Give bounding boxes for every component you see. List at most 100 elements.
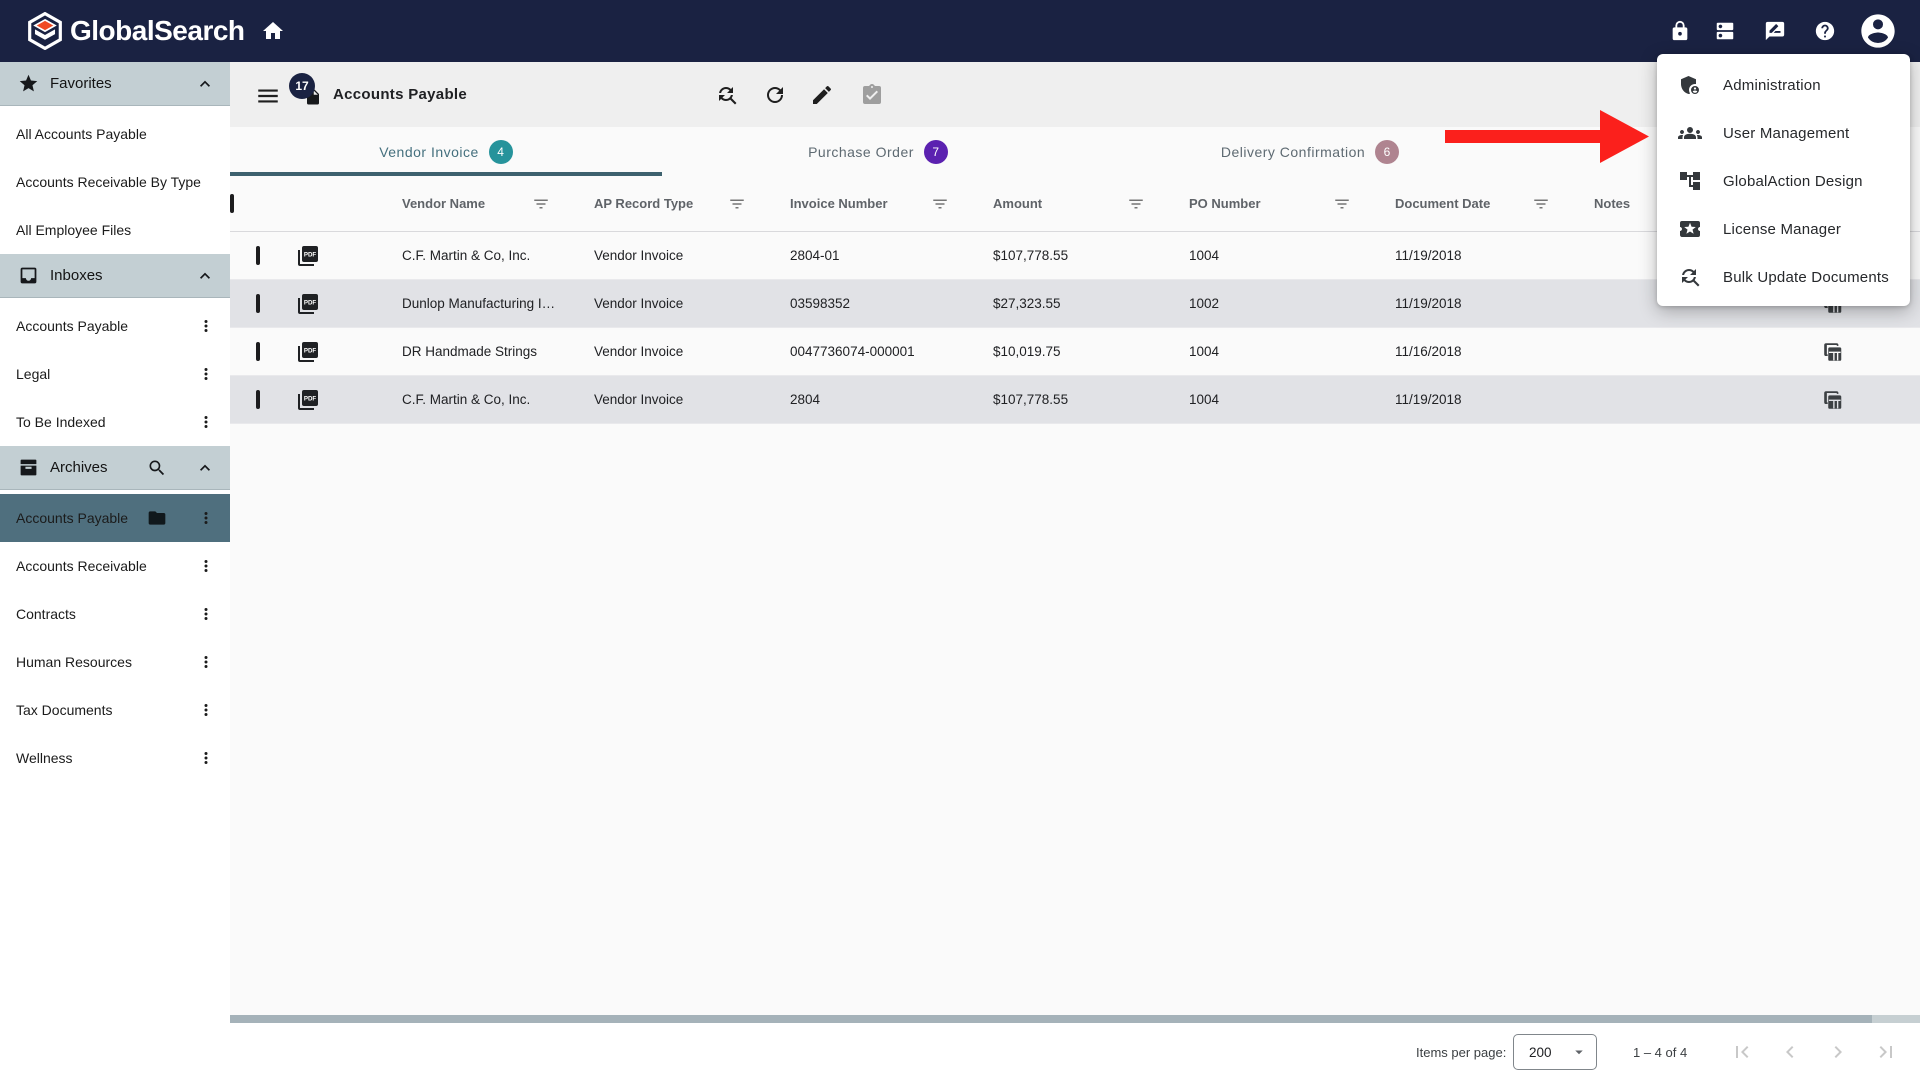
first-page-icon[interactable] <box>1730 1040 1754 1064</box>
sidebar-item-accounts-payable[interactable]: Accounts Payable <box>0 302 230 350</box>
menu-item-bulk-update-documents[interactable]: Bulk Update Documents <box>1657 253 1910 301</box>
filter-icon[interactable] <box>1127 195 1145 213</box>
row-checkbox-cell <box>230 390 286 409</box>
sidebar-section-label: Favorites <box>50 75 112 92</box>
search-icon[interactable] <box>147 458 167 478</box>
sidebar-item-tax-documents[interactable]: Tax Documents <box>0 686 230 734</box>
tab-vendor-invoice[interactable]: Vendor Invoice 4 <box>230 127 662 176</box>
row-checkbox[interactable] <box>256 390 260 409</box>
help-icon[interactable] <box>1814 20 1836 42</box>
cell-ap-record-type: Vendor Invoice <box>594 344 684 359</box>
feedback-icon[interactable] <box>1764 20 1786 42</box>
sidebar-item-all-accounts-payable[interactable]: All Accounts Payable <box>0 110 230 158</box>
column-header-ap-record-type[interactable]: AP Record Type <box>594 176 790 231</box>
sidebar-section-header-favorites[interactable]: Favorites <box>0 62 230 106</box>
tab-purchase-order[interactable]: Purchase Order 7 <box>662 127 1094 176</box>
kebab-menu-icon[interactable] <box>197 701 215 719</box>
menu-hamburger-icon[interactable] <box>255 83 281 107</box>
inbox-icon <box>18 265 39 286</box>
pagination-bar: Items per page: 200 1 – 4 of 4 <box>230 1023 1920 1080</box>
pdf-document-icon[interactable]: PDF <box>296 244 320 268</box>
horizontal-scrollbar-thumb[interactable] <box>230 1015 1872 1023</box>
filter-icon[interactable] <box>1532 195 1550 213</box>
sidebar-item-label: Accounts Payable <box>16 510 129 526</box>
column-header-label: Amount <box>993 196 1043 211</box>
document-count-badge: 17 <box>289 73 315 99</box>
column-header-amount[interactable]: Amount <box>993 176 1189 231</box>
edit-pencil-icon[interactable] <box>810 83 834 107</box>
filter-icon[interactable] <box>931 195 949 213</box>
sidebar-item-accounts-receivable-by-type[interactable]: Accounts Receivable By Type <box>0 158 230 206</box>
column-header-label: AP Record Type <box>594 196 694 211</box>
dns-icon[interactable] <box>1714 20 1736 42</box>
menu-item-license-manager[interactable]: License Manager <box>1657 205 1910 253</box>
sidebar-item-all-employee-files[interactable]: All Employee Files <box>0 206 230 254</box>
pdf-document-icon[interactable]: PDF <box>296 340 320 364</box>
menu-item-user-management[interactable]: User Management <box>1657 109 1910 157</box>
menu-item-administration[interactable]: Administration <box>1657 61 1910 109</box>
kebab-menu-icon[interactable] <box>197 365 215 383</box>
previous-page-icon[interactable] <box>1778 1040 1802 1064</box>
column-header-po-number[interactable]: PO Number <box>1189 176 1395 231</box>
chevron-up-icon[interactable] <box>195 74 215 94</box>
column-header-document-date[interactable]: Document Date <box>1395 176 1594 231</box>
kebab-menu-icon[interactable] <box>197 509 215 527</box>
pdf-document-icon[interactable]: PDF <box>296 388 320 412</box>
sidebar-item-contracts[interactable]: Contracts <box>0 590 230 638</box>
next-page-icon[interactable] <box>1826 1040 1850 1064</box>
column-header-vendor-name[interactable]: Vendor Name <box>330 176 594 231</box>
sidebar-section-header-archives[interactable]: Archives <box>0 446 230 490</box>
table-row[interactable]: PDF DR Handmade Strings Vendor Invoice 0047… <box>230 328 1920 376</box>
kebab-menu-icon[interactable] <box>197 653 215 671</box>
last-page-icon[interactable] <box>1874 1040 1898 1064</box>
row-checkbox[interactable] <box>256 246 260 265</box>
row-checkbox[interactable] <box>256 342 260 361</box>
select-all-checkbox[interactable] <box>230 194 234 213</box>
tab-delivery-confirmation[interactable]: Delivery Confirmation 6 <box>1094 127 1526 176</box>
select-documents-icon[interactable] <box>860 83 884 107</box>
sidebar-item-human-resources[interactable]: Human Resources <box>0 638 230 686</box>
sidebar-item-accounts-payable[interactable]: Accounts Payable <box>0 494 230 542</box>
license-manager-icon <box>1678 217 1702 241</box>
filter-icon[interactable] <box>1333 195 1351 213</box>
chevron-up-icon[interactable] <box>195 266 215 286</box>
admin-dropdown-menu: Administration User Management GlobalActio… <box>1657 54 1910 306</box>
filter-icon[interactable] <box>728 195 746 213</box>
row-pdf-cell: PDF <box>286 388 330 412</box>
kebab-menu-icon[interactable] <box>197 605 215 623</box>
cell-ap-record-type: Vendor Invoice <box>594 392 684 407</box>
sidebar-item-accounts-receivable[interactable]: Accounts Receivable <box>0 542 230 590</box>
refresh-icon[interactable] <box>763 83 787 107</box>
kebab-menu-icon[interactable] <box>197 317 215 335</box>
table-row[interactable]: PDF C.F. Martin & Co, Inc. Vendor Invoice 2… <box>230 232 1920 280</box>
pdf-document-icon[interactable]: PDF <box>296 292 320 316</box>
copy-table-icon[interactable] <box>1821 389 1843 411</box>
home-icon[interactable] <box>261 19 285 43</box>
cell-ap-record-type: Vendor Invoice <box>594 296 684 311</box>
chevron-up-icon[interactable] <box>195 458 215 478</box>
kebab-menu-icon[interactable] <box>197 413 215 431</box>
horizontal-scrollbar[interactable] <box>230 1015 1920 1023</box>
row-checkbox[interactable] <box>256 294 260 313</box>
search-again-icon[interactable] <box>715 83 739 107</box>
sidebar-section-header-inboxes[interactable]: Inboxes <box>0 254 230 298</box>
lock-icon[interactable] <box>1669 20 1691 42</box>
table-row[interactable]: PDF Dunlop Manufacturing I… Vendor Invoice… <box>230 280 1920 328</box>
menu-item-globalaction-design[interactable]: GlobalAction Design <box>1657 157 1910 205</box>
tab-count-badge: 4 <box>488 139 513 164</box>
filter-icon[interactable] <box>532 195 550 213</box>
kebab-menu-icon[interactable] <box>197 749 215 767</box>
sidebar-item-legal[interactable]: Legal <box>0 350 230 398</box>
page-size-select[interactable]: 200 <box>1513 1034 1597 1070</box>
sidebar-item-wellness[interactable]: Wellness <box>0 734 230 782</box>
kebab-menu-icon[interactable] <box>197 557 215 575</box>
star-icon <box>18 73 39 94</box>
sidebar-item-label: Human Resources <box>16 654 132 670</box>
menu-item-label: GlobalAction Design <box>1723 172 1863 190</box>
user-avatar[interactable] <box>1858 11 1898 51</box>
sidebar-item-to-be-indexed[interactable]: To Be Indexed <box>0 398 230 446</box>
tab-label: Purchase Order <box>808 143 914 160</box>
column-header-invoice-number[interactable]: Invoice Number <box>790 176 993 231</box>
table-row[interactable]: PDF C.F. Martin & Co, Inc. Vendor Invoice 2… <box>230 376 1920 424</box>
copy-table-icon[interactable] <box>1821 341 1843 363</box>
